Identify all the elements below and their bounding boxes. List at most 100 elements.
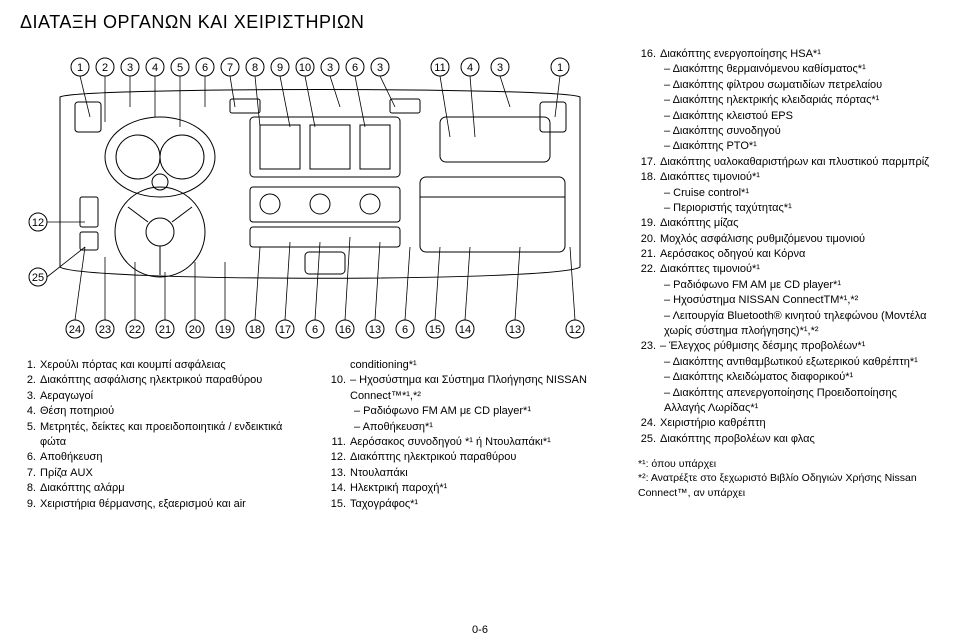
svg-text:18: 18 bbox=[249, 324, 261, 336]
legend-item: 11.Αερόσακος συνοδηγού *¹ ή Ντουλαπάκι*¹ bbox=[330, 435, 620, 450]
legend-item-number: 15. bbox=[330, 497, 350, 512]
svg-text:19: 19 bbox=[219, 324, 231, 336]
legend-item-text: Πρίζα AUX bbox=[40, 466, 93, 481]
legend-item-number: 14. bbox=[330, 481, 350, 496]
legend-item-number: 21. bbox=[638, 247, 660, 262]
legend-item-text: Αποθήκευση bbox=[40, 450, 102, 465]
legend-col-a: 1.Χερούλι πόρτας και κουμπί ασφάλειας2.Δ… bbox=[20, 358, 310, 512]
svg-text:20: 20 bbox=[189, 324, 201, 336]
legend-item: 13.Ντουλαπάκι bbox=[330, 466, 620, 481]
legend-item-number bbox=[330, 358, 350, 373]
svg-text:17: 17 bbox=[279, 324, 291, 336]
svg-text:9: 9 bbox=[277, 62, 283, 74]
legend-item-text: Χειριστήρια θέρμανσης, εξαερισμού και ai… bbox=[40, 497, 246, 512]
svg-text:14: 14 bbox=[459, 324, 471, 336]
svg-text:3: 3 bbox=[127, 62, 133, 74]
svg-text:6: 6 bbox=[402, 324, 408, 336]
legend-columns: 1.Χερούλι πόρτας και κουμπί ασφάλειας2.Δ… bbox=[20, 358, 620, 512]
legend-item: 16.Διακόπτης ενεργοποίησης HSA*¹ bbox=[638, 47, 938, 62]
legend-subitem: – Διακόπτης φίλτρου σωματιδίων πετρελαίο… bbox=[638, 78, 938, 93]
legend-subitem: – Ραδιόφωνο FM AM με CD player*¹ bbox=[330, 404, 620, 419]
legend-subitem: – Περιοριστής ταχύτητας*¹ bbox=[638, 201, 938, 216]
page-number: 0-6 bbox=[472, 624, 488, 636]
legend-item-number: 5. bbox=[20, 420, 40, 451]
legend-item-text: Διακόπτης ενεργοποίησης HSA*¹ bbox=[660, 47, 821, 62]
legend-item-number: 1. bbox=[20, 358, 40, 373]
footnote-line: *²: Ανατρέξτε στο ξεχωριστό Βιβλίο Οδηγι… bbox=[638, 471, 938, 499]
legend-subitem: – Λειτουργία Bluetooth® κινητού τηλεφώνο… bbox=[638, 309, 938, 340]
legend-item: conditioning*¹ bbox=[330, 358, 620, 373]
svg-text:2: 2 bbox=[102, 62, 108, 74]
svg-text:7: 7 bbox=[227, 62, 233, 74]
legend-col-b: conditioning*¹10.– Ηχοσύστημα και Σύστημ… bbox=[330, 358, 620, 512]
legend-item-number: 9. bbox=[20, 497, 40, 512]
svg-text:13: 13 bbox=[369, 324, 381, 336]
legend-item: 2.Διακόπτης ασφάλισης ηλεκτρικού παραθύρ… bbox=[20, 373, 310, 388]
svg-text:21: 21 bbox=[159, 324, 171, 336]
svg-text:15: 15 bbox=[429, 324, 441, 336]
svg-text:12: 12 bbox=[569, 324, 581, 336]
svg-text:24: 24 bbox=[69, 324, 81, 336]
legend-item-number: 10. bbox=[330, 373, 350, 404]
legend-item-text: Ντουλαπάκι bbox=[350, 466, 408, 481]
legend-subitem: – Cruise control*¹ bbox=[638, 186, 938, 201]
legend-subitem: – Αποθήκευση*¹ bbox=[330, 420, 620, 435]
svg-text:22: 22 bbox=[129, 324, 141, 336]
svg-text:1: 1 bbox=[77, 62, 83, 74]
legend-item-number: 25. bbox=[638, 432, 660, 447]
legend-item-number: 12. bbox=[330, 450, 350, 465]
legend-item: 17.Διακόπτης υαλοκαθαριστήρων και πλυστι… bbox=[638, 155, 938, 170]
legend-item: 10.– Ηχοσύστημα και Σύστημα Πλοήγησης NI… bbox=[330, 373, 620, 404]
legend-item: 23.– Έλεγχος ρύθμισης δέσμης προβολέων*¹ bbox=[638, 339, 938, 354]
legend-item: 21.Αερόσακος οδηγού και Κόρνα bbox=[638, 247, 938, 262]
legend-item-text: Διακόπτης προβολέων και φλας bbox=[660, 432, 815, 447]
legend-item-number: 20. bbox=[638, 232, 660, 247]
legend-item-text: – Ηχοσύστημα και Σύστημα Πλοήγησης NISSA… bbox=[350, 373, 620, 404]
legend-item-text: Αερόσακος συνοδηγού *¹ ή Ντουλαπάκι*¹ bbox=[350, 435, 551, 450]
legend-item: 15.Ταχογράφος*¹ bbox=[330, 497, 620, 512]
legend-subitem: – Διακόπτης θερμαινόμενου καθίσματος*¹ bbox=[638, 62, 938, 77]
legend-item-number: 3. bbox=[20, 389, 40, 404]
legend-item: 24.Χειριστήριο καθρέπτη bbox=[638, 416, 938, 431]
svg-text:23: 23 bbox=[99, 324, 111, 336]
legend-item-text: Μετρητές, δείκτες και προειδοποιητικά / … bbox=[40, 420, 310, 451]
legend-item-number: 4. bbox=[20, 404, 40, 419]
legend-subitem: – Διακόπτης συνοδηγού bbox=[638, 124, 938, 139]
legend-item: 25.Διακόπτης προβολέων και φλας bbox=[638, 432, 938, 447]
legend-item-number: 17. bbox=[638, 155, 660, 170]
legend-item: 5.Μετρητές, δείκτες και προειδοποιητικά … bbox=[20, 420, 310, 451]
legend-item-text: Ταχογράφος*¹ bbox=[350, 497, 418, 512]
legend-item-text: Χερούλι πόρτας και κουμπί ασφάλειας bbox=[40, 358, 226, 373]
svg-text:13: 13 bbox=[509, 324, 521, 336]
legend-item: 7.Πρίζα AUX bbox=[20, 466, 310, 481]
legend-item-text: conditioning*¹ bbox=[350, 358, 417, 373]
legend-subitem: – Ραδιόφωνο FM AM με CD player*¹ bbox=[638, 278, 938, 293]
legend-subitem: – Διακόπτης αντιθαμβωτικού εξωτερικού κα… bbox=[638, 355, 938, 370]
legend-subitem: – Διακόπτης ηλεκτρικής κλειδαριάς πόρτας… bbox=[638, 93, 938, 108]
legend-subitem: – Διακόπτης κλειστού EPS bbox=[638, 109, 938, 124]
legend-item: 12.Διακόπτης ηλεκτρικού παραθύρου bbox=[330, 450, 620, 465]
legend-item-number: 23. bbox=[638, 339, 660, 354]
legend-item: 20.Μοχλός ασφάλισης ρυθμιζόμενου τιμονιο… bbox=[638, 232, 938, 247]
legend-item-text: Διακόπτης ασφάλισης ηλεκτρικού παραθύρου bbox=[40, 373, 262, 388]
legend-item-text: Θέση ποτηριού bbox=[40, 404, 114, 419]
legend-item-number: 24. bbox=[638, 416, 660, 431]
legend-item-text: Διακόπτες τιμονιού*¹ bbox=[660, 262, 760, 277]
svg-text:4: 4 bbox=[152, 62, 158, 74]
legend-item-text: Διακόπτης αλάρμ bbox=[40, 481, 125, 496]
svg-text:6: 6 bbox=[202, 62, 208, 74]
legend-item: 4.Θέση ποτηριού bbox=[20, 404, 310, 419]
svg-text:8: 8 bbox=[252, 62, 258, 74]
legend-item-text: Αερόσακος οδηγού και Κόρνα bbox=[660, 247, 805, 262]
legend-item-number: 18. bbox=[638, 170, 660, 185]
legend-subitem: – Διακόπτης κλειδώματος διαφορικού*¹ bbox=[638, 370, 938, 385]
svg-text:12: 12 bbox=[32, 217, 44, 229]
svg-text:11: 11 bbox=[434, 62, 445, 74]
footnotes: *¹: όπου υπάρχει*²: Ανατρέξτε στο ξεχωρι… bbox=[638, 457, 938, 500]
legend-item-text: Διακόπτης υαλοκαθαριστήρων και πλυστικού… bbox=[660, 155, 929, 170]
legend-subitem: – Ηχοσύστημα NISSAN ConnectTM*¹,*² bbox=[638, 293, 938, 308]
legend-item: 9.Χειριστήρια θέρμανσης, εξαερισμού και … bbox=[20, 497, 310, 512]
legend-item-number: 8. bbox=[20, 481, 40, 496]
dashboard-diagram: 1234567891036311431 1225 bbox=[20, 47, 620, 347]
svg-text:1: 1 bbox=[557, 62, 563, 74]
